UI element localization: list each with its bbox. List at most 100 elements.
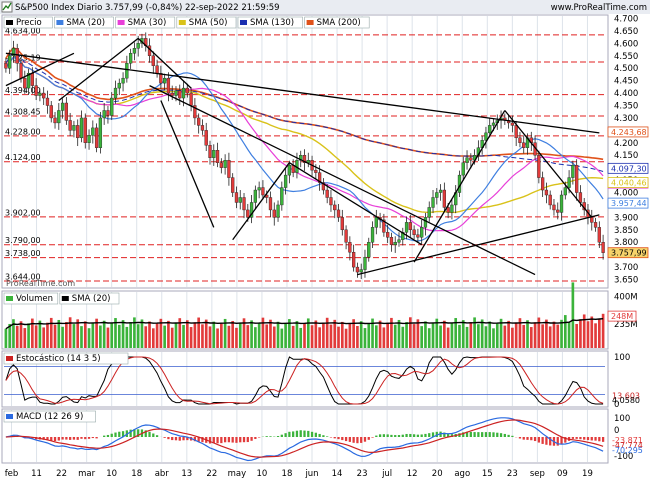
- candle-body: [79, 117, 84, 139]
- volume-bar: [541, 324, 544, 348]
- candle-body: [537, 155, 541, 178]
- candle-body: [208, 145, 212, 158]
- candle-body: [556, 209, 560, 213]
- candle-body: [197, 117, 201, 126]
- macd-histogram-bar: [375, 435, 378, 437]
- y-tick-label: 4.000: [614, 189, 638, 199]
- volume-bar: [594, 323, 597, 348]
- stochastic-panel[interactable]: [1, 350, 609, 408]
- macd-histogram-bar: [231, 437, 234, 443]
- volume-bar: [257, 322, 261, 348]
- y-tick-label: 4.450: [614, 77, 638, 87]
- candle-body: [170, 92, 174, 96]
- candle-body: [166, 77, 171, 94]
- volume-bar: [450, 322, 454, 348]
- volume-bar: [533, 322, 537, 348]
- macd-histogram-bar: [481, 432, 484, 437]
- x-tick-label: jul: [381, 469, 392, 479]
- volume-bar: [250, 320, 253, 348]
- volume-bar: [174, 322, 178, 348]
- macd-tick-label: 100: [614, 414, 630, 424]
- volume-bar: [435, 318, 439, 348]
- volume-bar: [38, 320, 42, 348]
- volume-bar: [204, 319, 208, 348]
- volume-bar: [159, 318, 163, 348]
- macd-histogram-bar: [465, 431, 469, 437]
- candle-body: [151, 55, 155, 66]
- macd-histogram-bar: [564, 437, 567, 443]
- candle-body: [438, 189, 443, 193]
- candle-body: [60, 102, 65, 111]
- candle-body: [446, 207, 450, 213]
- macd-histogram-bar: [507, 434, 510, 437]
- macd-last-text: -23,871: [612, 436, 643, 445]
- macd-histogram-bar: [152, 433, 155, 437]
- x-tick-label: sep: [530, 469, 545, 479]
- volume-legend-box: [3, 292, 59, 305]
- trendline: [149, 85, 536, 276]
- sma-130-line: [5, 51, 604, 172]
- y-tick-label: 4.500: [614, 64, 638, 74]
- candle-body: [110, 97, 114, 116]
- volume-bar: [514, 322, 518, 348]
- macd-histogram-bar: [447, 433, 450, 437]
- candle-body: [234, 192, 239, 203]
- macd-histogram-bar: [378, 434, 382, 437]
- volume-bar: [284, 323, 287, 348]
- macd-panel[interactable]: [1, 408, 609, 464]
- stoch-last-text: 4,0580: [612, 396, 640, 405]
- macd-histogram-bar: [537, 437, 540, 443]
- price-legend-label: SMA (20): [66, 18, 105, 28]
- candle-body: [34, 85, 38, 96]
- candle-body: [91, 127, 95, 136]
- volume-bar: [280, 328, 284, 348]
- volume-tick-label: 235M: [614, 320, 638, 330]
- volume-bar: [114, 318, 117, 348]
- candle-body: [404, 222, 409, 233]
- price-legend-box: [115, 16, 176, 29]
- volume-bar: [288, 319, 291, 348]
- volume-bar: [242, 318, 246, 348]
- volume-bar: [348, 323, 352, 348]
- price-legend-swatch: [240, 20, 247, 25]
- macd-histogram-bar: [499, 433, 503, 437]
- macd-histogram-bar: [269, 436, 272, 437]
- x-tick-label: abr: [155, 469, 170, 479]
- volume-bar: [148, 321, 151, 348]
- candle-body: [340, 217, 344, 231]
- volume-bar: [99, 325, 102, 348]
- y-tick-label: 4.150: [614, 151, 638, 161]
- volume-bar: [246, 325, 250, 348]
- volume-bar: [507, 320, 510, 348]
- candle-body: [416, 234, 420, 238]
- candle-body: [435, 192, 439, 198]
- macd-tick-label: -100: [614, 452, 633, 462]
- candle-body: [336, 209, 341, 218]
- macd-histogram-bar: [533, 437, 537, 442]
- candle-body: [386, 232, 390, 238]
- candle-body: [212, 150, 216, 158]
- price-panel[interactable]: [1, 14, 609, 289]
- volume-bar: [121, 320, 125, 348]
- trendline: [413, 110, 506, 263]
- x-tick-label: ago: [454, 469, 470, 479]
- macd-histogram-bar: [148, 431, 151, 437]
- macd-histogram-bar: [106, 434, 110, 437]
- macd-histogram-bar: [583, 437, 586, 440]
- volume-bar: [272, 326, 276, 348]
- volume-bar: [34, 325, 38, 348]
- volume-bar: [420, 326, 423, 348]
- macd-histogram-bar: [439, 431, 442, 437]
- site-url[interactable]: www.ProRealTime.com: [551, 3, 647, 13]
- candle-body: [227, 160, 231, 178]
- macd-histogram-bar: [133, 429, 136, 437]
- candle-body: [469, 157, 473, 161]
- volume-bar: [488, 321, 492, 348]
- volume-bar: [310, 325, 314, 348]
- candle-body: [272, 209, 276, 218]
- price-legend-box: [237, 16, 303, 29]
- volume-bar: [579, 319, 582, 348]
- volume-bar: [397, 319, 401, 348]
